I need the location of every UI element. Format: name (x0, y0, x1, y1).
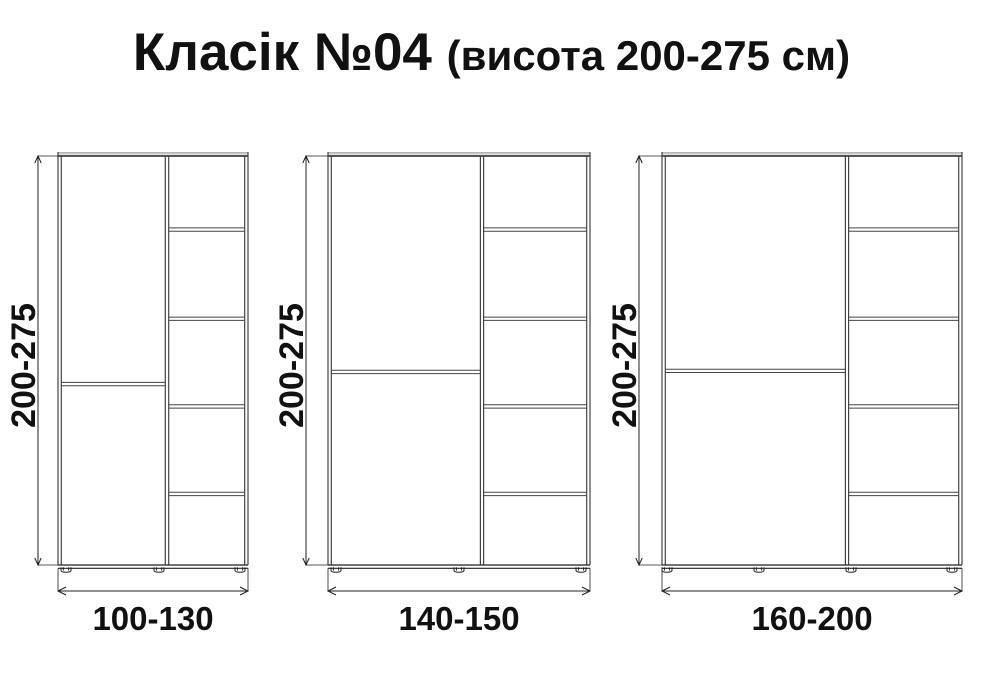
svg-text:200-275: 200-275 (273, 303, 311, 428)
svg-text:200-275: 200-275 (5, 303, 43, 428)
svg-text:100-130: 100-130 (92, 600, 213, 637)
svg-text:160-200: 160-200 (751, 600, 872, 637)
svg-text:200-275: 200-275 (606, 303, 644, 428)
svg-text:140-150: 140-150 (398, 600, 519, 637)
